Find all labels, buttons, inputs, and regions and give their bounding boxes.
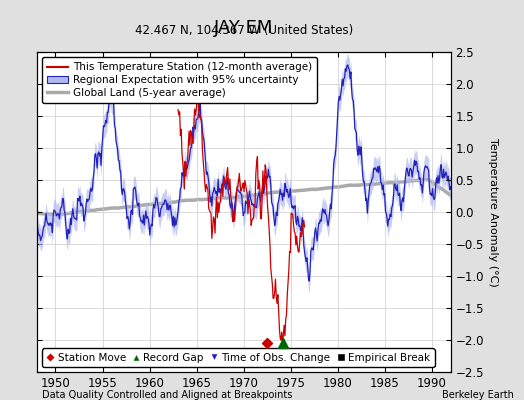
- Text: 42.467 N, 104.367 W (United States): 42.467 N, 104.367 W (United States): [135, 24, 353, 38]
- Y-axis label: Temperature Anomaly (°C): Temperature Anomaly (°C): [488, 138, 498, 286]
- Legend: Station Move, Record Gap, Time of Obs. Change, Empirical Break: Station Move, Record Gap, Time of Obs. C…: [42, 348, 434, 367]
- Text: Data Quality Controlled and Aligned at Breakpoints: Data Quality Controlled and Aligned at B…: [42, 390, 292, 400]
- Title: JAY EM: JAY EM: [214, 18, 274, 36]
- Text: Berkeley Earth: Berkeley Earth: [442, 390, 514, 400]
